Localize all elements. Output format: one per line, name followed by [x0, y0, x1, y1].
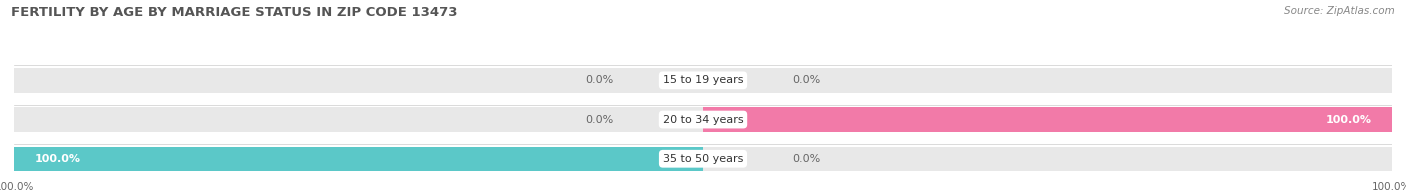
Text: FERTILITY BY AGE BY MARRIAGE STATUS IN ZIP CODE 13473: FERTILITY BY AGE BY MARRIAGE STATUS IN Z… [11, 6, 458, 19]
Text: 0.0%: 0.0% [793, 154, 821, 164]
Text: 20 to 34 years: 20 to 34 years [662, 114, 744, 125]
Text: 0.0%: 0.0% [585, 75, 613, 85]
Bar [14, 147, 703, 171]
Text: 0.0%: 0.0% [793, 75, 821, 85]
Text: 0.0%: 0.0% [585, 114, 613, 125]
Text: 15 to 19 years: 15 to 19 years [662, 75, 744, 85]
Bar [14, 107, 1392, 132]
Bar [14, 147, 1392, 171]
Text: 100.0%: 100.0% [1326, 114, 1371, 125]
Text: 100.0%: 100.0% [35, 154, 80, 164]
Text: 35 to 50 years: 35 to 50 years [662, 154, 744, 164]
Bar [703, 107, 1392, 132]
Bar [14, 68, 1392, 93]
Text: Source: ZipAtlas.com: Source: ZipAtlas.com [1284, 6, 1395, 16]
